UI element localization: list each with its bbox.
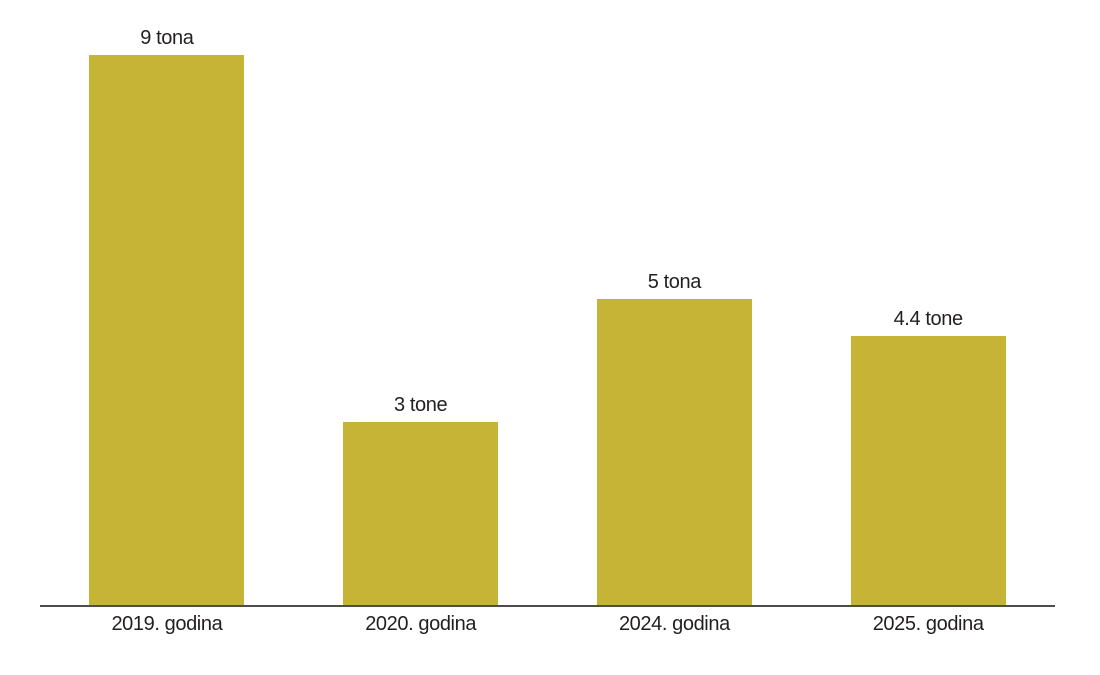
bar-group: 4.4 tone: [801, 0, 1055, 605]
x-axis-tick-label: 2024. godina: [618, 613, 730, 635]
bar: [89, 55, 245, 605]
bar-value-label: 9 tona: [140, 27, 194, 49]
x-axis-tick-label: 2025. godina: [872, 613, 984, 635]
x-axis-tick-label: 2020. godina: [365, 613, 477, 635]
bar: [596, 299, 752, 605]
bar-value-label: 3 tone: [394, 394, 448, 416]
x-axis-line: [40, 605, 1055, 607]
bar-group: 3 tone: [294, 0, 548, 605]
bar: [850, 336, 1006, 605]
bar: [343, 422, 499, 605]
bar-group: 9 tona: [40, 0, 294, 605]
x-axis-tick-label: 2019. godina: [111, 613, 223, 635]
bar-value-label: 5 tona: [647, 271, 702, 293]
bar-group: 5 tona: [548, 0, 802, 605]
bar-value-label: 4.4 tone: [893, 308, 963, 330]
x-axis-labels: 2019. godina 2020. godina 2024. godina 2025…: [40, 612, 1055, 636]
plot-area: 9 tona 3 tone 5 tona 4.4 tone: [40, 0, 1055, 605]
